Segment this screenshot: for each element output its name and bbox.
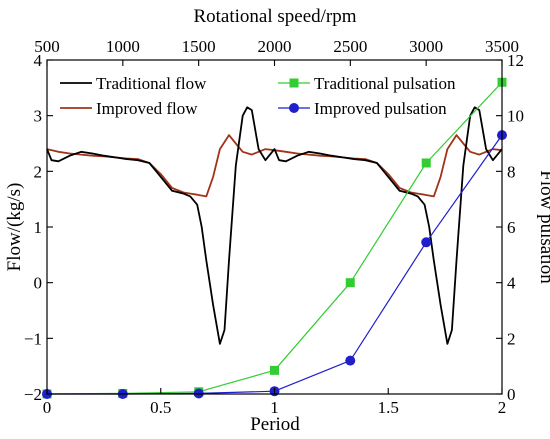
traditional-pulsation-point: [421, 158, 431, 168]
improved-pulsation-point: [345, 355, 356, 366]
left-tick-label: −1: [24, 329, 42, 348]
left-tick-label: 3: [34, 107, 43, 126]
traditional-pulsation-point: [270, 365, 279, 375]
legend-label-traditional-pulsation: Traditional pulsation: [314, 74, 456, 93]
right-tick-label: 0: [507, 385, 516, 404]
left-axis-title: Flow/(kg/s): [4, 183, 25, 272]
legend-label-improved-pulsation: Improved pulsation: [314, 99, 447, 118]
top-tick-label: 3500: [485, 37, 519, 56]
legend: Traditional flow Improved flow Traditional…: [60, 74, 456, 118]
x-tick-label: 1: [270, 398, 279, 417]
top-tick-label: 1000: [106, 37, 140, 56]
plot-frame: [46, 59, 503, 395]
top-axis-title: Rotational speed/rpm: [193, 6, 356, 27]
left-tick-label: −2: [24, 385, 42, 404]
right-tick-label: 4: [507, 274, 516, 293]
x-tick-label: 1.5: [378, 398, 399, 417]
top-tick-label: 3000: [409, 37, 443, 56]
right-tick-label: 10: [507, 107, 524, 126]
left-tick-label: 2: [34, 162, 43, 181]
legend-label-traditional-flow: Traditional flow: [96, 74, 207, 93]
right-tick-label: 12: [507, 51, 524, 70]
x-tick-label: 0.5: [150, 398, 171, 417]
right-axis-title: Flow pulsation: [536, 170, 550, 284]
left-tick-label: 1: [34, 218, 43, 237]
top-tick-label: 2500: [333, 37, 367, 56]
top-tick-label: 2000: [258, 37, 292, 56]
legend-marker-traditional-pulsation: [289, 78, 299, 88]
right-tick-label: 6: [507, 218, 516, 237]
ticks-layer: 0 0.5 1 1.5 2500 1000 1500 2000 2500 3000 3500−2−1…: [24, 37, 524, 417]
improved-pulsation-point: [421, 237, 432, 248]
left-tick-label: 0: [34, 274, 43, 293]
x-tick-label: 2: [498, 398, 507, 417]
top-tick-label: 500: [34, 37, 60, 56]
legend-label-improved-flow: Improved flow: [96, 99, 198, 118]
legend-marker-improved-pulsation: [289, 103, 299, 113]
traditional-flow-line: [46, 106, 503, 345]
x-axis-title: Period: [250, 414, 300, 435]
top-tick-label: 1500: [182, 37, 216, 56]
traditional-pulsation-point: [345, 278, 355, 288]
right-tick-label: 8: [507, 162, 516, 181]
left-tick-label: 4: [34, 51, 43, 70]
x-tick-label: 0: [43, 398, 52, 417]
right-tick-label: 2: [507, 329, 516, 348]
